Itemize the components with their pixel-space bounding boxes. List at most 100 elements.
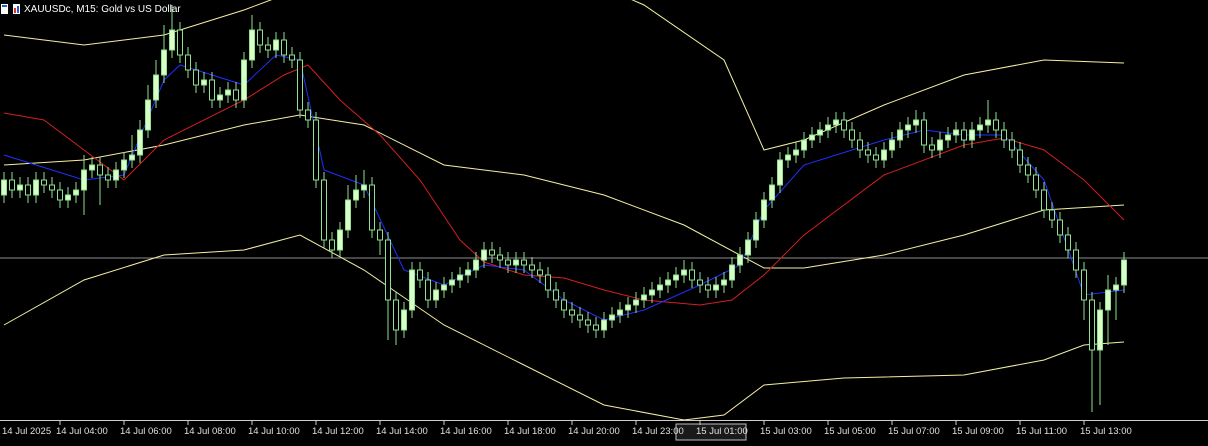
- candle-body: [753, 219, 759, 241]
- x-tick-label: 14 Jul 10:00: [248, 426, 300, 437]
- candle-body: [249, 29, 255, 61]
- candle-body: [145, 99, 151, 131]
- candle-body: [129, 154, 135, 161]
- candle-body: [529, 264, 535, 271]
- candle-body: [913, 119, 919, 126]
- x-tick-label: 15 Jul 05:00: [824, 426, 876, 437]
- candle-body: [169, 29, 175, 51]
- x-tick-label: 14 Jul 04:00: [56, 426, 108, 437]
- icon: [13, 4, 20, 14]
- candle-body: [761, 199, 767, 221]
- candle-body: [273, 39, 279, 51]
- candle-body: [465, 269, 471, 276]
- candle-body: [297, 59, 303, 111]
- candle-body: [401, 309, 407, 331]
- candle-body: [201, 79, 207, 86]
- candle-body: [1065, 234, 1071, 251]
- candle-body: [521, 259, 527, 266]
- candle-body: [17, 184, 23, 191]
- plot-area: [0, 0, 1208, 420]
- x-tick-label: 14 Jul 20:00: [568, 426, 620, 437]
- x-tick-label: 15 Jul 01:00: [696, 426, 748, 437]
- candle-body: [97, 164, 103, 176]
- candle-body: [1041, 189, 1047, 211]
- candle-body: [321, 179, 327, 241]
- candle-body: [673, 274, 679, 281]
- x-tick-label: 14 Jul 06:00: [120, 426, 172, 437]
- candle-body: [881, 149, 887, 161]
- candle-body: [1049, 209, 1055, 221]
- x-axis: 14 Jul 2025 14 Jul 04:00 14 Jul 06:00 14 Ju…: [2, 420, 1132, 437]
- candle-body: [633, 299, 639, 306]
- icon: [1, 4, 8, 14]
- candle-body: [577, 314, 583, 321]
- candle-body: [473, 259, 479, 271]
- x-tick-label: 14 Jul 18:00: [504, 426, 556, 437]
- candle-body: [825, 124, 831, 131]
- candle-body: [73, 189, 79, 196]
- candle-body: [1097, 309, 1103, 351]
- indicator-line: [3, 114, 1125, 269]
- candle-body: [25, 184, 31, 196]
- candle-body: [137, 129, 143, 156]
- x-tick-label: 15 Jul 11:00: [1016, 426, 1067, 437]
- candle-body: [849, 129, 855, 141]
- candle-body: [433, 289, 439, 301]
- candle-body: [833, 119, 839, 126]
- candle-body: [561, 299, 567, 311]
- candle-body: [1089, 299, 1095, 351]
- candle-body: [777, 159, 783, 186]
- time-highlight: [675, 423, 747, 441]
- candle-body: [1121, 259, 1127, 286]
- candle-body: [1081, 269, 1087, 301]
- candle-body: [897, 129, 903, 141]
- candle-body: [345, 199, 351, 231]
- candle-body: [889, 139, 895, 151]
- candle-body: [585, 319, 591, 326]
- candle-body: [1073, 249, 1079, 271]
- candle-body: [729, 264, 735, 281]
- candle-body: [409, 269, 415, 311]
- candle-body: [617, 309, 623, 316]
- candle-body: [1033, 174, 1039, 191]
- candle-body: [9, 179, 15, 191]
- candle-body: [89, 164, 95, 171]
- candle-body: [769, 184, 775, 201]
- candle-body: [441, 284, 447, 291]
- candle-body: [657, 284, 663, 291]
- candle-body: [665, 279, 671, 286]
- candle-body: [721, 279, 727, 286]
- indicator-line: [3, 234, 1125, 420]
- toolbar-icons: [1, 4, 20, 14]
- candle-body: [457, 274, 463, 281]
- candle-body: [449, 279, 455, 286]
- candle-body: [1025, 164, 1031, 176]
- candle-body: [329, 239, 335, 251]
- candle-body: [505, 259, 511, 266]
- indicator-line: [3, 64, 1125, 306]
- candle-body: [1113, 284, 1119, 291]
- candle-body: [873, 154, 879, 161]
- candle-body: [1057, 219, 1063, 236]
- candle-body: [969, 129, 975, 141]
- candle-body: [641, 294, 647, 301]
- candle-body: [193, 69, 199, 86]
- candle-body: [569, 309, 575, 316]
- x-tick-label: 15 Jul 13:00: [1080, 426, 1132, 437]
- x-tick-label: 15 Jul 03:00: [760, 426, 812, 437]
- candle-body: [233, 89, 239, 101]
- candle-body: [713, 284, 719, 291]
- candle-body: [961, 129, 967, 141]
- x-tick-label: 14 Jul 14:00: [376, 426, 428, 437]
- x-tick-label: 15 Jul 09:00: [952, 426, 1004, 437]
- x-tick-label: 14 Jul 16:00: [440, 426, 492, 437]
- candle-body: [1, 179, 7, 196]
- icon: [17, 6, 19, 13]
- candle-body: [41, 179, 47, 186]
- candle-body: [1105, 289, 1111, 311]
- candle-body: [705, 284, 711, 291]
- candle-body: [993, 119, 999, 131]
- candle-body: [905, 124, 911, 131]
